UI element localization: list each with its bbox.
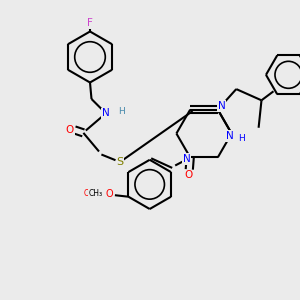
Text: S: S [116, 157, 124, 167]
Text: N: N [102, 108, 110, 118]
Text: N: N [218, 101, 225, 111]
Text: F: F [87, 18, 93, 28]
Text: N: N [226, 131, 234, 141]
Text: O: O [66, 125, 74, 135]
Text: H: H [118, 107, 125, 116]
Text: N: N [183, 154, 190, 164]
Text: O: O [105, 189, 113, 199]
Text: OCH₃: OCH₃ [84, 189, 104, 198]
Text: O: O [184, 170, 193, 180]
Text: H: H [238, 134, 244, 142]
Text: CH₃: CH₃ [88, 189, 103, 198]
